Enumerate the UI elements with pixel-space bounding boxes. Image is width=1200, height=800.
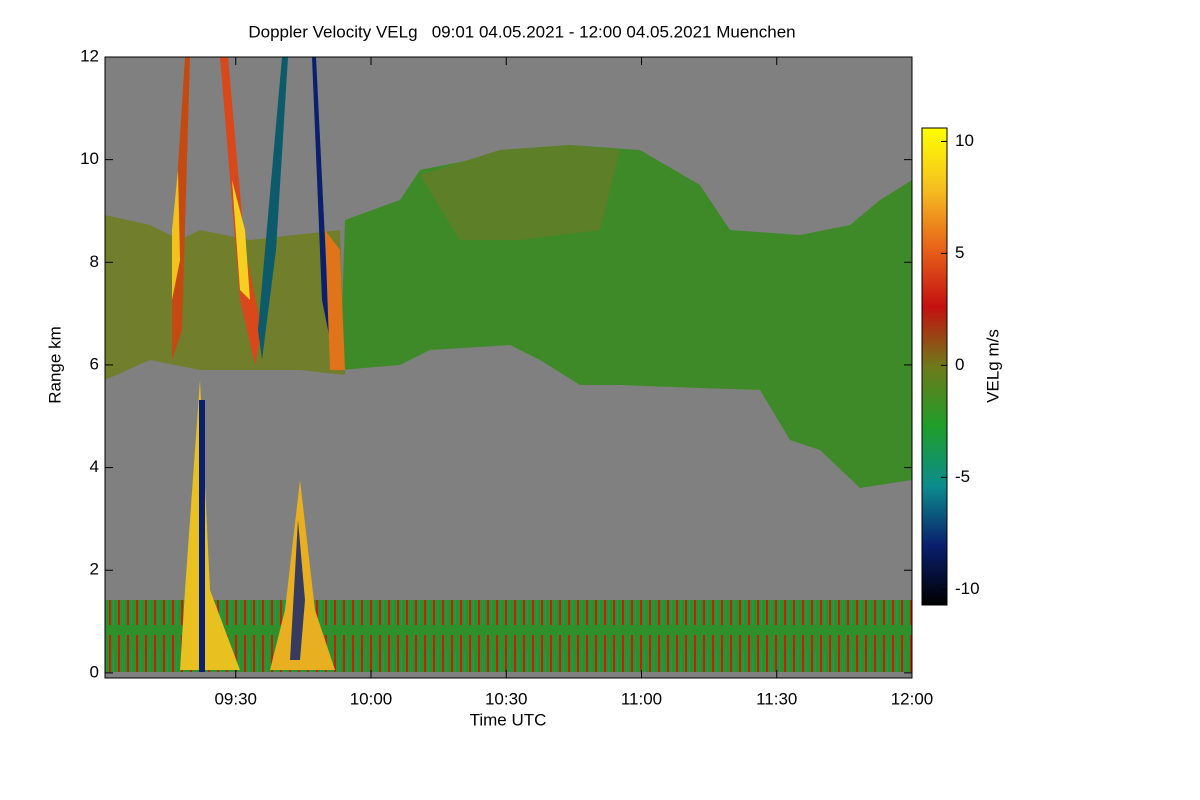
y-tick-label: 10 [80,149,99,168]
y-tick-label: 0 [90,662,99,681]
plot-frame [104,56,913,679]
radar-field [105,57,912,678]
colorbar-tick-label: 5 [955,243,964,262]
x-tick-label: 10:30 [485,689,528,708]
colorbar-tick-label: -10 [955,579,980,598]
y-tick-label: 6 [90,354,99,373]
x-tick-label: 11:00 [621,689,662,708]
x-tick-label: 10:00 [350,689,393,708]
colorbar-tick-label: 0 [955,355,964,374]
y-tick-label: 8 [90,252,99,271]
x-tick-label: 12:00 [891,689,934,708]
y-tick-label: 12 [80,46,99,65]
y-axis-label: Range km [45,326,64,403]
y-tick-label: 4 [90,457,99,476]
colorbar-tick-label: -5 [955,467,970,486]
y-tick-label: 2 [90,560,99,579]
chart-title: Doppler Velocity VELg 09:01 04.05.2021 -… [248,22,795,41]
x-tick-label: 11:30 [756,689,797,708]
x-axis-label: Time UTC [470,710,547,729]
x-tick-label: 09:30 [214,689,257,708]
colorbar-tick-label: 10 [955,131,974,150]
colorbar [921,127,948,606]
colorbar-label: VELg m/s [983,329,1002,403]
